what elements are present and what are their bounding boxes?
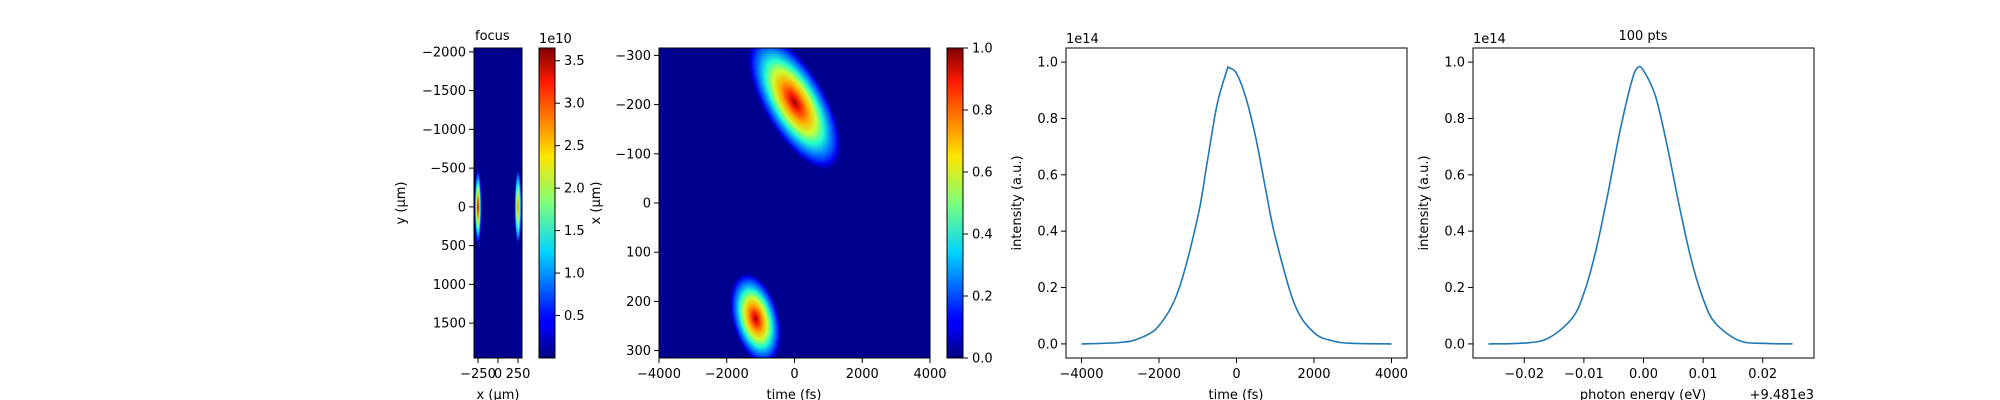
timespace-pulse-lobe xyxy=(729,272,782,358)
energy-x-tick-label: −0.01 xyxy=(1564,367,1604,382)
focus-colorbar xyxy=(538,47,556,359)
focus-colorbar-tick-label: 0.5 xyxy=(564,309,585,324)
timespace-y-tick-label: 0 xyxy=(643,197,651,212)
energy-title: 100 pts xyxy=(1618,29,1667,44)
timespace-colorbar-tick-label: 0.0 xyxy=(972,352,993,367)
energy-y-tick-label: 0.2 xyxy=(1444,281,1465,296)
timespace-colorbar-tick-label: 0.4 xyxy=(972,228,993,243)
energy-x-tick-label: 0.00 xyxy=(1629,367,1658,382)
energy-x-tick-label: 0.01 xyxy=(1689,367,1718,382)
timespace-y-tick-label: −300 xyxy=(615,49,651,64)
timespace-colorbar xyxy=(946,47,964,359)
time-intensity-series-line xyxy=(1081,65,1392,345)
time-y-tick-label: 0.0 xyxy=(1037,337,1058,352)
energy-y-tick-label: 1.0 xyxy=(1444,56,1465,71)
timespace-x-tick-label: −2000 xyxy=(705,367,749,382)
time-y-tick-label: 0.4 xyxy=(1037,225,1058,240)
focus-intensity-spot xyxy=(474,168,482,246)
focus-colorbar-offset: 1e10 xyxy=(539,32,572,47)
timespace-colorbar-tick-label: 0.2 xyxy=(972,290,993,305)
time-y-offset-text: 1e14 xyxy=(1066,32,1099,47)
energy-y-axis-label: intensity (a.u.) xyxy=(1417,155,1432,250)
time-y-tick-label: 0.6 xyxy=(1037,168,1058,183)
energy-y-tick-label: 0.4 xyxy=(1444,225,1465,240)
focus-x-tick-label: 0 xyxy=(494,367,502,382)
timespace-x-axis-label: time (fs) xyxy=(767,388,822,400)
time-plot-frame xyxy=(1065,47,1408,359)
timespace-colorbar-tick-label: 0.6 xyxy=(972,166,993,181)
focus-colorbar-tick-label: 2.5 xyxy=(564,139,585,154)
timespace-colorbar-tick-label: 0.8 xyxy=(972,104,993,119)
panel-time-space: −4000 −2000 0 2000 4000 −300 −200 −100 0 100 200 3… xyxy=(589,42,993,400)
time-y-tick-label: 1.0 xyxy=(1037,56,1058,71)
timespace-pulse-lobe xyxy=(746,48,843,172)
focus-title: focus xyxy=(475,29,510,44)
time-x-tick-label: 4000 xyxy=(1375,367,1408,382)
timespace-colorbar-tick-label: 1.0 xyxy=(972,42,993,57)
timespace-y-tick-label: −100 xyxy=(615,147,651,162)
focus-y-tick-label: −500 xyxy=(430,162,466,177)
focus-y-tick-label: 1000 xyxy=(433,278,466,293)
time-y-tick-label: 0.2 xyxy=(1037,281,1058,296)
energy-x-axis-label: photon energy (eV) xyxy=(1580,388,1706,400)
timespace-y-tick-label: 300 xyxy=(626,344,651,359)
time-x-tick-label: −4000 xyxy=(1060,367,1104,382)
focus-colorbar-tick-label: 3.5 xyxy=(564,54,585,69)
focus-x-tick-label: 250 xyxy=(506,367,531,382)
energy-x-offset-text: +9.481e3 xyxy=(1750,388,1814,400)
focus-y-tick-label: −1000 xyxy=(422,123,466,138)
timespace-x-tick-label: 0 xyxy=(790,367,798,382)
time-x-tick-label: −2000 xyxy=(1137,367,1181,382)
timespace-x-tick-label: −4000 xyxy=(637,367,681,382)
timespace-x-tick-label: 2000 xyxy=(846,367,879,382)
focus-colorbar-tick-label: 1.0 xyxy=(564,267,585,282)
time-x-tick-label: 0 xyxy=(1232,367,1240,382)
energy-intensity-series-line xyxy=(1488,65,1793,345)
time-y-axis-label: intensity (a.u.) xyxy=(1010,155,1025,250)
panel-intensity-time: −4000 −2000 0 2000 4000 0.0 0.2 0.4 0.6 0.8 1.0 1… xyxy=(1010,32,1408,400)
focus-colorbar-tick-label: 2.0 xyxy=(564,182,585,197)
focus-colorbar-tick-label: 3.0 xyxy=(564,97,585,112)
focus-y-axis-label: y (μm) xyxy=(394,182,409,225)
focus-x-axis-label: x (μm) xyxy=(477,388,520,400)
timespace-y-axis-label: x (μm) xyxy=(589,182,604,225)
timespace-y-tick-label: 100 xyxy=(626,246,651,261)
energy-x-tick-label: 0.02 xyxy=(1748,367,1777,382)
timespace-y-tick-label: −200 xyxy=(615,98,651,113)
time-y-tick-label: 0.8 xyxy=(1037,112,1058,127)
time-x-tick-label: 2000 xyxy=(1297,367,1330,382)
focus-y-tick-label: 1500 xyxy=(433,317,466,332)
focus-y-tick-label: −1500 xyxy=(422,84,466,99)
time-x-axis-label: time (fs) xyxy=(1209,388,1264,400)
focus-y-tick-label: −2000 xyxy=(422,45,466,60)
timespace-y-tick-label: 200 xyxy=(626,295,651,310)
focus-x-tick-label: −250 xyxy=(460,367,496,382)
energy-y-offset-text: 1e14 xyxy=(1473,32,1506,47)
energy-y-tick-label: 0.0 xyxy=(1444,337,1465,352)
energy-x-tick-label: −0.02 xyxy=(1504,367,1544,382)
energy-plot-frame xyxy=(1472,47,1815,359)
panel-intensity-energy: −0.02 −0.01 0.00 0.01 0.02 0.0 0.2 0.4 0.6 0.8 1.… xyxy=(1417,29,1815,400)
energy-y-tick-label: 0.8 xyxy=(1444,112,1465,127)
energy-y-tick-label: 0.6 xyxy=(1444,168,1465,183)
timespace-x-tick-label: 4000 xyxy=(913,367,946,382)
focus-colorbar-tick-label: 1.5 xyxy=(564,224,585,239)
focus-intensity-spot xyxy=(514,168,522,246)
focus-plot-background xyxy=(474,48,522,358)
focus-y-tick-label: 500 xyxy=(441,239,466,254)
focus-y-tick-label: 0 xyxy=(458,200,466,215)
